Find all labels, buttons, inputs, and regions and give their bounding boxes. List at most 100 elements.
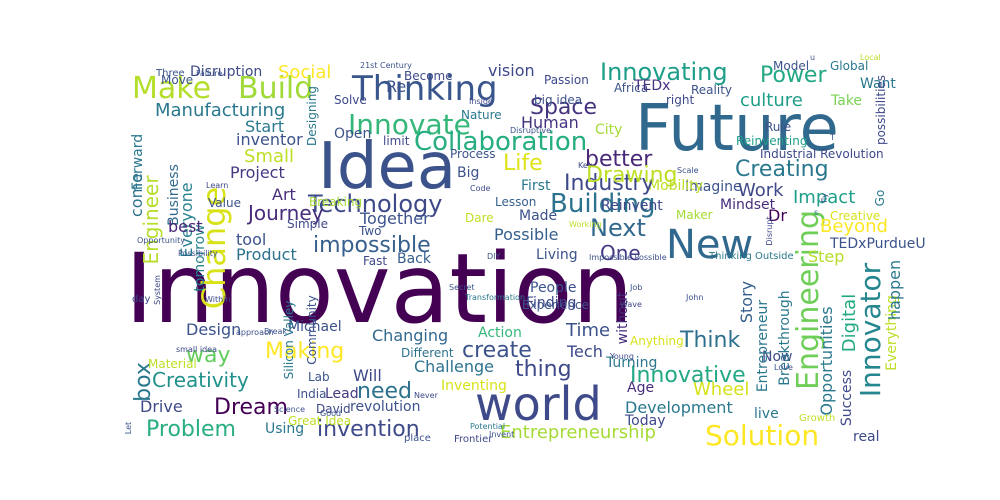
- cloud-word: Industry: [564, 171, 655, 196]
- cloud-word: Never: [414, 391, 439, 400]
- cloud-word: Entrepreneurship: [500, 422, 656, 443]
- cloud-word: fly: [820, 193, 829, 203]
- cloud-word: Entrepreneur: [755, 300, 771, 393]
- cloud-word: Want: [860, 76, 896, 92]
- cloud-word: Drive: [140, 397, 183, 416]
- cloud-word: Mobility: [648, 178, 703, 194]
- cloud-word: Today: [624, 413, 666, 429]
- cloud-word: Art: [272, 185, 296, 204]
- cloud-word: Value: [208, 196, 241, 210]
- cloud-word: place: [404, 433, 431, 444]
- cloud-word: Breaking: [309, 195, 362, 209]
- cloud-word: Silicon Valley: [282, 301, 296, 380]
- cloud-word: culture: [740, 90, 803, 111]
- cloud-word: Wheel: [693, 379, 749, 400]
- cloud-word: Now: [762, 349, 793, 365]
- cloud-word: Innovate: [348, 108, 471, 141]
- cloud-word: Everything: [884, 295, 900, 371]
- cloud-word: Take: [830, 93, 862, 109]
- cloud-word: impossible: [313, 233, 431, 258]
- cloud-word: Using: [265, 421, 304, 437]
- cloud-word: Problem: [146, 417, 236, 442]
- cloud-word: Breakthrough: [777, 290, 793, 385]
- cloud-word: Change: [195, 187, 233, 310]
- cloud-word: need: [357, 379, 412, 404]
- cloud-word: Creative: [830, 209, 880, 223]
- cloud-word: small idea: [176, 345, 217, 354]
- cloud-word: Love: [774, 363, 793, 372]
- cloud-word: big idea: [534, 93, 582, 107]
- cloud-word: better: [585, 147, 653, 172]
- cloud-word: thing: [515, 357, 572, 382]
- cloud-word: Global: [830, 59, 868, 73]
- cloud-word: box: [131, 362, 156, 402]
- cloud-word: Community: [305, 295, 319, 364]
- cloud-word: Move: [161, 73, 193, 87]
- cloud-word: Product: [236, 245, 297, 264]
- cloud-word: Small: [244, 146, 294, 167]
- cloud-word: Open: [334, 126, 371, 142]
- cloud-word: Reality: [691, 83, 732, 97]
- cloud-word: Tech: [566, 342, 603, 361]
- cloud-word: Idea: [318, 130, 456, 204]
- cloud-word: tool: [236, 230, 266, 249]
- cloud-word: Scale: [677, 166, 699, 175]
- cloud-word: Start: [245, 117, 284, 136]
- cloud-word: Project: [230, 163, 285, 182]
- cloud-word: Thinking: [351, 69, 498, 109]
- cloud-word: Work: [738, 180, 784, 201]
- cloud-word: Solution: [705, 419, 819, 452]
- cloud-word: Innovating: [600, 58, 728, 86]
- cloud-word: Lead: [325, 386, 359, 402]
- cloud-word: Drawing: [586, 163, 677, 188]
- cloud-word: New: [666, 222, 753, 268]
- cloud-word: world: [475, 377, 602, 431]
- cloud-word: Will: [353, 366, 382, 385]
- cloud-word: Opportunity: [137, 236, 185, 245]
- cloud-word: Building: [550, 189, 655, 219]
- cloud-word: Different: [401, 346, 454, 360]
- cloud-word: Passion: [544, 73, 589, 87]
- cloud-word: Fast: [363, 254, 387, 268]
- cloud-word: Working: [569, 220, 602, 229]
- cloud-word: Changing: [372, 326, 448, 345]
- cloud-word: best: [168, 217, 203, 236]
- cloud-word: Turning: [605, 355, 657, 371]
- cloud-word: Manufacturing: [155, 100, 285, 121]
- cloud-word: Good: [320, 409, 341, 418]
- cloud-word: Think: [679, 328, 740, 353]
- cloud-word: right: [666, 93, 694, 107]
- cloud-word: approach: [236, 328, 273, 337]
- cloud-word: Journey: [246, 201, 324, 225]
- cloud-word: Key: [578, 161, 593, 170]
- cloud-word: without: [615, 291, 631, 344]
- cloud-word: Business: [166, 164, 182, 226]
- cloud-word: Action: [478, 325, 522, 341]
- cloud-word: Africa: [614, 81, 648, 95]
- cloud-word: Possibility: [178, 249, 218, 258]
- cloud-word: Model: [773, 59, 809, 73]
- cloud-word: Social: [278, 62, 331, 83]
- cloud-word: Let: [124, 422, 133, 434]
- cloud-word: Big: [457, 165, 479, 181]
- cloud-word: Invent: [489, 430, 514, 439]
- cloud-word: Nature: [461, 108, 502, 122]
- cloud-word: Everyone: [177, 182, 196, 257]
- cloud-word: Job: [629, 283, 642, 292]
- cloud-word: Next: [590, 214, 646, 242]
- cloud-word: Experience: [522, 298, 589, 312]
- cloud-word: Beyond: [820, 216, 888, 237]
- cloud-word: Young: [609, 352, 634, 361]
- cloud-word: Disruptive: [510, 126, 551, 135]
- cloud-word: Forward: [130, 134, 146, 190]
- cloud-word: Re: [386, 77, 406, 96]
- cloud-word: 21st Century: [360, 61, 412, 70]
- cloud-word: Creativity: [152, 368, 249, 392]
- cloud-word: s: [814, 208, 818, 217]
- cloud-word: Within: [205, 295, 230, 304]
- cloud-word: Make: [132, 71, 211, 106]
- cloud-word: Become: [404, 69, 453, 83]
- cloud-word: Industrial Revolution: [760, 147, 884, 161]
- cloud-word: Success: [839, 370, 855, 426]
